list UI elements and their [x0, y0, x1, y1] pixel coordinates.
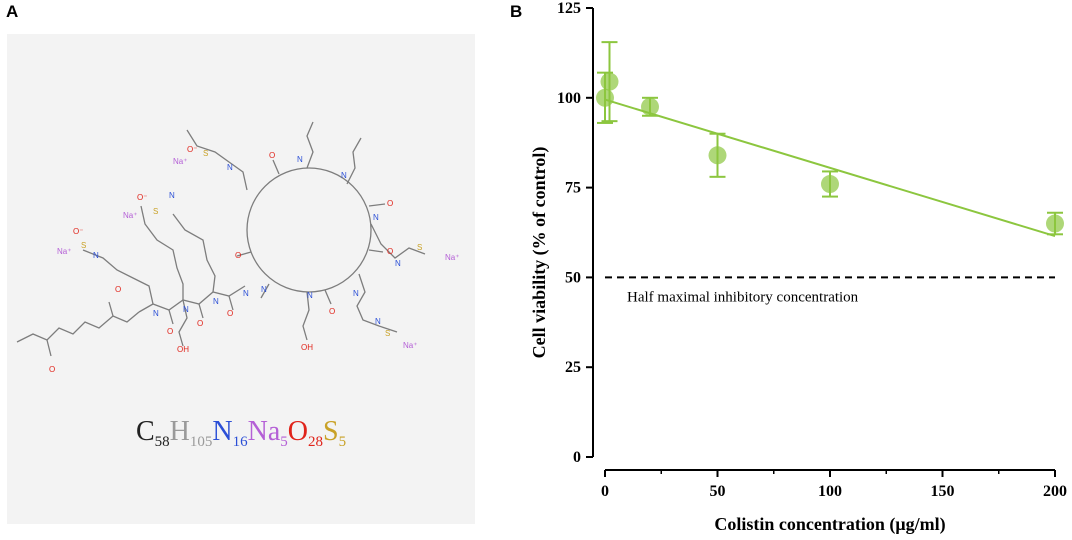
svg-text:N: N: [373, 213, 379, 222]
data-point: [1046, 214, 1064, 233]
data-point: [821, 175, 839, 194]
svg-text:N: N: [93, 251, 99, 260]
svg-text:N: N: [375, 317, 381, 326]
data-point: [596, 88, 614, 107]
svg-text:N: N: [297, 155, 303, 164]
y-tick-label: 25: [565, 359, 581, 376]
svg-text:O⁻: O⁻: [73, 227, 83, 236]
x-tick-label: 0: [601, 483, 609, 500]
bonds: [16, 121, 426, 357]
svg-text:S: S: [153, 207, 158, 216]
svg-text:Na⁺: Na⁺: [57, 247, 71, 256]
y-tick-label: 100: [557, 90, 581, 107]
svg-text:O: O: [49, 365, 55, 374]
svg-text:O: O: [167, 327, 173, 336]
svg-text:N: N: [261, 285, 267, 294]
molecule-panel: O N N N N N O O O OH OH O Na⁺ O⁻ S Na⁺ O…: [7, 34, 475, 524]
svg-text:N: N: [353, 289, 359, 298]
data-point: [708, 146, 727, 165]
svg-text:S: S: [417, 243, 422, 252]
data-point: [641, 97, 659, 116]
y-tick-label: 0: [573, 449, 581, 466]
svg-text:N: N: [243, 289, 249, 298]
svg-text:O⁻: O⁻: [137, 193, 147, 202]
svg-text:O: O: [269, 151, 275, 160]
svg-text:S: S: [81, 241, 86, 250]
svg-text:N: N: [395, 259, 401, 268]
y-tick-label: 75: [565, 180, 581, 197]
panel-label-b: B: [510, 2, 523, 21]
fit-line: [604, 98, 1056, 238]
svg-text:Na⁺: Na⁺: [123, 211, 137, 220]
axes: 0 25 50 75 100 125 0 50 100 150 200: [557, 0, 1067, 500]
molecular-formula: C58H105N16Na5O28S5: [7, 416, 475, 451]
svg-text:OH: OH: [177, 345, 189, 354]
svg-text:N: N: [307, 291, 313, 300]
formula-element-s: S5: [322, 416, 347, 450]
svg-text:O: O: [387, 247, 393, 256]
data-point: [600, 72, 619, 91]
svg-text:S: S: [203, 149, 208, 158]
svg-text:Na⁺: Na⁺: [445, 253, 459, 262]
y-tick-label: 125: [557, 0, 581, 17]
formula-element-h: H105: [169, 416, 213, 450]
svg-text:O: O: [329, 307, 335, 316]
svg-text:S: S: [385, 329, 390, 338]
svg-text:OH: OH: [301, 343, 313, 352]
y-tick-label: 50: [565, 269, 581, 286]
atom-labels: O N N N N N O O O OH OH O Na⁺ O⁻ S Na⁺ O…: [49, 145, 459, 374]
y-axis-title: Cell viability (% of control): [529, 147, 550, 359]
x-axis-title: Colistin concentration (μg/ml): [714, 514, 945, 535]
svg-text:Na⁺: Na⁺: [173, 157, 187, 166]
svg-text:O: O: [197, 319, 203, 328]
x-tick-label: 100: [818, 483, 842, 500]
x-tick-label: 200: [1043, 483, 1067, 500]
svg-text:O: O: [227, 309, 233, 318]
svg-text:O: O: [387, 199, 393, 208]
svg-text:N: N: [183, 305, 189, 314]
data-points: [596, 41, 1064, 236]
formula-element-na: Na5: [247, 416, 288, 450]
svg-text:N: N: [341, 171, 347, 180]
reference-line-label: Half maximal inhibitory concentration: [627, 289, 859, 305]
fit-line-group: [604, 98, 1056, 238]
x-tick-label: 150: [931, 483, 955, 500]
svg-text:O: O: [235, 251, 241, 260]
svg-text:N: N: [213, 297, 219, 306]
panel-label-a: A: [6, 2, 19, 21]
formula-element-n: N16: [212, 416, 248, 450]
svg-text:N: N: [169, 191, 175, 200]
molecule-structure: O N N N N N O O O OH OH O Na⁺ O⁻ S Na⁺ O…: [16, 121, 459, 374]
svg-text:Na⁺: Na⁺: [403, 341, 417, 350]
svg-text:N: N: [153, 309, 159, 318]
svg-text:N: N: [227, 163, 233, 172]
svg-text:O: O: [115, 285, 121, 294]
svg-text:O⁻: O⁻: [187, 145, 197, 154]
formula-element-o: O28: [287, 416, 323, 450]
x-tick-label: 50: [710, 483, 726, 500]
formula-element-c: C58: [135, 416, 170, 450]
